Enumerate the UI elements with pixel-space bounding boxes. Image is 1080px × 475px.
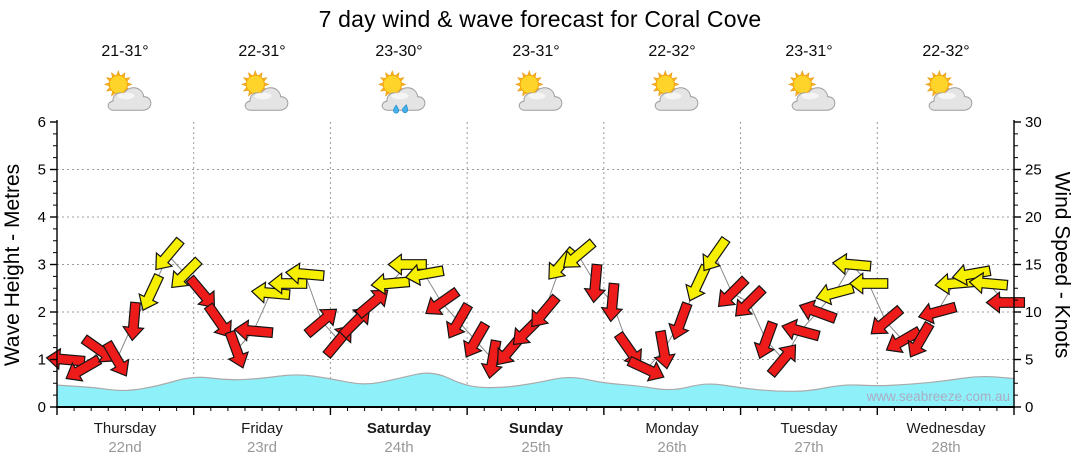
chart-title: 7 day wind & wave forecast for Coral Cov… xyxy=(318,6,762,32)
wind-arrow xyxy=(155,236,185,271)
day-date: 24th xyxy=(384,439,414,456)
wind-arrow xyxy=(870,304,905,335)
wind-arrow xyxy=(138,272,165,312)
tick-label: 20 xyxy=(1025,209,1042,226)
wind-arrow xyxy=(562,238,597,268)
wind-arrow xyxy=(203,302,232,338)
day-label: Sunday 25th xyxy=(466,420,606,458)
tick-label: 2 xyxy=(38,304,46,321)
wind-arrow xyxy=(653,329,676,370)
wind-arrow xyxy=(968,271,1009,295)
watermark: www.seabreeze.com.au xyxy=(866,389,1010,404)
day-date: 28th xyxy=(931,439,961,456)
wind-arrow xyxy=(387,253,427,276)
day-name: Friday xyxy=(241,420,283,437)
wind-arrow xyxy=(885,326,923,354)
wind-arrow xyxy=(917,301,958,325)
wind-arrow xyxy=(583,263,607,304)
wind-arrow xyxy=(985,291,1026,314)
tick-label: 15 xyxy=(1025,257,1042,274)
day-date: 23rd xyxy=(246,439,278,456)
day-date: 27th xyxy=(794,439,824,456)
wind-arrow xyxy=(702,235,731,272)
day-temp: 23-31° xyxy=(512,43,560,60)
day-date: 22nd xyxy=(108,439,142,456)
tick-label: 0 xyxy=(1025,399,1033,416)
wind-arrow xyxy=(45,347,86,371)
tick-label: 3 xyxy=(38,257,46,274)
wind-arrow xyxy=(185,274,216,309)
wind-arrow xyxy=(303,308,338,339)
wind-arrow xyxy=(766,344,797,378)
axes xyxy=(50,120,1021,415)
wind-arrow xyxy=(685,263,712,302)
day-name: Monday xyxy=(645,420,699,437)
wind-arrow xyxy=(250,281,291,304)
wind-arrow xyxy=(463,320,491,358)
day-label: Tuesday 27th xyxy=(739,420,879,458)
wind-arrow xyxy=(717,275,750,308)
wind-arrow xyxy=(600,282,624,323)
day-label: Saturday 24th xyxy=(329,420,469,458)
day-name: Wednesday xyxy=(906,420,986,437)
wind-arrow xyxy=(668,301,693,341)
tick-label: 5 xyxy=(1025,352,1033,369)
wave-height-line xyxy=(56,372,1015,392)
wind-arrow xyxy=(370,272,411,296)
wind-arrow xyxy=(781,318,821,342)
wind-arrow xyxy=(907,320,935,358)
day-temp: 22-32° xyxy=(922,43,970,60)
wind-arrow xyxy=(815,282,855,306)
day-temp: 21-31° xyxy=(101,43,149,60)
wind-arrows xyxy=(45,235,1026,382)
tick-label: 6 xyxy=(38,114,46,131)
day-label: Friday 23rd xyxy=(192,420,332,458)
wind-arrow xyxy=(798,299,838,324)
day-temp: 23-30° xyxy=(375,43,423,60)
day-label: Wednesday 28th xyxy=(876,420,1016,458)
wind-arrow xyxy=(626,355,665,382)
wind-arrow xyxy=(65,354,103,382)
day-label: Thursday 22nd xyxy=(55,420,195,458)
wind-arrow xyxy=(531,293,561,328)
wind-arrow xyxy=(831,252,872,276)
wind-arrow xyxy=(425,286,461,315)
wind-arrow xyxy=(354,289,389,320)
wind-arrow xyxy=(122,301,145,342)
wave-height-area xyxy=(57,373,1014,407)
tick-label: 10 xyxy=(1025,304,1042,321)
wind-arrow xyxy=(102,339,130,377)
tick-label: 30 xyxy=(1025,114,1042,131)
day-temp: 22-32° xyxy=(648,43,696,60)
day-temp: 23-31° xyxy=(785,43,833,60)
wind-arrow xyxy=(171,256,203,289)
day-date: 25th xyxy=(521,439,551,456)
wind-arrow xyxy=(284,262,325,285)
day-date: 26th xyxy=(657,439,687,456)
wind-arrow xyxy=(445,301,474,339)
tick-label: 4 xyxy=(38,209,46,226)
wind-arrow xyxy=(480,339,504,380)
day-name: Saturday xyxy=(366,420,432,437)
wind-arrow xyxy=(224,329,250,369)
day-name: Tuesday xyxy=(780,420,838,437)
wind-arrow xyxy=(848,272,889,295)
wind-arrow xyxy=(233,319,274,342)
wind-arrow xyxy=(753,320,778,360)
day-name: Sunday xyxy=(508,420,564,437)
wind-arrow xyxy=(734,284,767,317)
tick-label: 5 xyxy=(38,162,46,179)
tick-label: 1 xyxy=(38,352,46,369)
day-label: Monday 26th xyxy=(602,420,742,458)
left-axis-ticks: 0 1 2 3 4 5 6 xyxy=(38,114,46,416)
right-axis-ticks: 0 5 10 15 20 25 30 xyxy=(1025,114,1042,416)
wind-arrow xyxy=(951,263,992,287)
day-name: Thursday xyxy=(93,420,157,437)
wind-arrow xyxy=(404,263,445,287)
tick-label: 0 xyxy=(38,399,46,416)
day-temp: 22-31° xyxy=(238,43,286,60)
tick-label: 25 xyxy=(1025,162,1042,179)
